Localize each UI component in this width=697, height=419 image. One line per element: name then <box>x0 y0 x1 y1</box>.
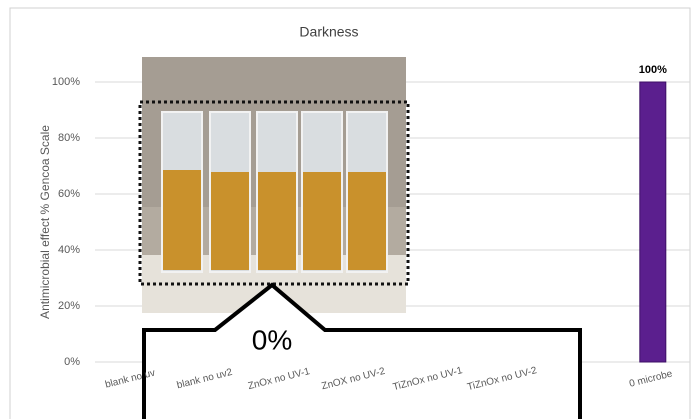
bars: 100% <box>639 64 667 362</box>
chart-title: Darkness <box>299 24 358 40</box>
bar <box>640 82 666 362</box>
y-tick-label: 60% <box>58 188 80 200</box>
liquid-fill <box>211 172 249 270</box>
y-tick-label: 20% <box>58 300 80 312</box>
y-tick-label: 0% <box>64 356 80 368</box>
y-tick-label: 100% <box>52 76 80 88</box>
photo <box>140 57 408 313</box>
y-tick-label: 40% <box>58 244 80 256</box>
liquid <box>163 170 386 270</box>
y-axis-label: Antimicrobial effect % Gencoa Scale <box>38 125 52 319</box>
value-label: 100% <box>639 64 667 76</box>
liquid-fill <box>258 172 296 270</box>
y-tick-label: 80% <box>58 132 80 144</box>
liquid-fill <box>163 170 201 270</box>
liquid-fill <box>303 172 341 270</box>
callout-text: 0% <box>252 324 292 355</box>
chart: Darkness Antimicrobial effect % Gencoa S… <box>0 0 697 419</box>
liquid-fill <box>348 172 386 270</box>
